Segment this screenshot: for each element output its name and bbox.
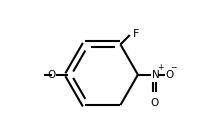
Text: O: O [47,70,55,80]
Text: O: O [165,70,174,80]
Text: N: N [152,70,160,80]
Text: +: + [157,63,164,72]
Text: F: F [133,29,140,39]
Text: −: − [170,63,177,72]
Text: O: O [150,98,159,108]
